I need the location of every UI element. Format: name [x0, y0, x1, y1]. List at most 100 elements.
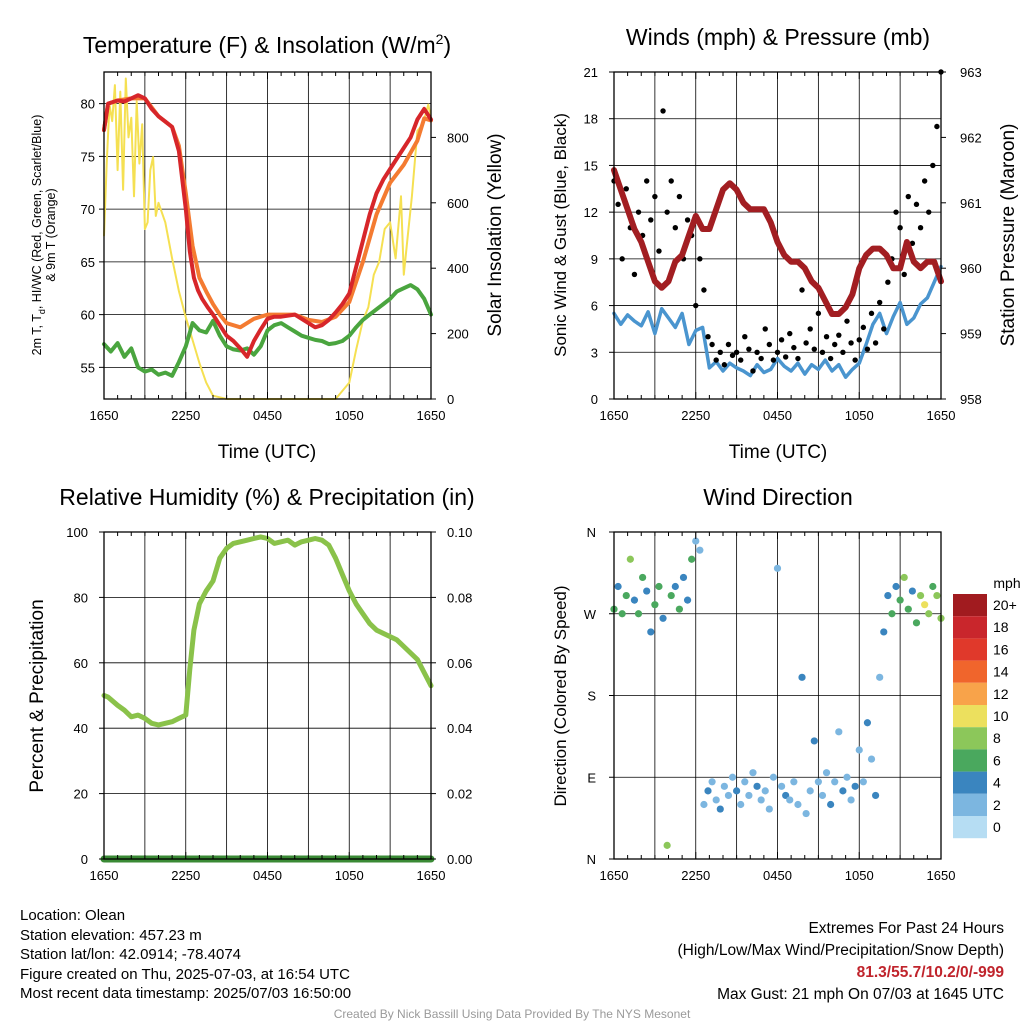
dewpoint-line	[102, 283, 433, 378]
y-tick-label: 60	[81, 308, 95, 323]
gust-point	[913, 201, 920, 208]
y2-tick-label: 0.10	[447, 525, 472, 540]
legend-label: 20+	[993, 597, 1017, 613]
x-tick-label: 0450	[763, 868, 792, 883]
y-tick-label: 12	[584, 205, 598, 220]
x-tick-label: 1050	[335, 408, 364, 423]
gust-point	[864, 346, 871, 352]
gust-point	[729, 352, 736, 359]
chart-title: Temperature (F) & Insolation (W/m2)	[83, 31, 451, 58]
direction-point	[655, 582, 663, 591]
legend-title: mph	[993, 575, 1020, 591]
legend-label: 14	[993, 664, 1009, 680]
direction-point	[777, 782, 786, 790]
gust-point	[876, 299, 883, 306]
y-tick-label: 65	[81, 255, 95, 270]
y2-tick-label: 960	[960, 261, 982, 276]
y-tick-label: 40	[74, 721, 88, 736]
y2-axis-label: Station Pressure (Maroon)	[998, 124, 1019, 347]
x-tick-label: 1050	[335, 868, 364, 883]
gust-point	[676, 193, 683, 200]
legend-swatch	[953, 749, 987, 772]
direction-point	[630, 596, 639, 604]
chart-title-end: )	[443, 32, 451, 58]
gust-point	[782, 354, 789, 360]
legend-label: 10	[993, 708, 1009, 724]
direction-point	[716, 805, 724, 813]
gust-point	[770, 357, 777, 363]
direction-point	[876, 673, 884, 681]
x-tick-label: 1050	[845, 408, 874, 423]
direction-point	[900, 573, 908, 582]
gust-point	[644, 178, 650, 184]
direction-point	[773, 564, 782, 572]
legend-label: 18	[993, 619, 1009, 635]
direction-point	[696, 546, 704, 554]
direction-point	[737, 800, 745, 809]
gust-point	[778, 337, 785, 343]
direction-point	[831, 778, 839, 786]
direction-point	[765, 805, 773, 813]
direction-point	[671, 582, 679, 591]
gust-point	[635, 209, 642, 215]
max-gust-text: Max Gust: 21 mph On 07/03 at 1645 UTC	[717, 986, 1004, 1003]
legend-swatch	[953, 771, 987, 794]
direction-point	[863, 719, 872, 727]
legend-label: 6	[993, 752, 1001, 768]
gust-point	[697, 256, 703, 262]
direction-point	[822, 769, 831, 777]
y-tick-label: 20	[74, 787, 88, 802]
gust-point	[762, 326, 768, 332]
gust-point	[848, 340, 854, 346]
direction-point	[851, 782, 859, 790]
gust-point	[819, 349, 826, 355]
direction-point	[790, 778, 798, 786]
elevation-text: Station elevation: 457.23 m	[20, 926, 202, 944]
y-axis-label: Percent & Precipitation	[27, 599, 48, 792]
latlon-text: Station lat/lon: 42.0914; -78.4074	[20, 946, 242, 963]
y-axis-label: Sonic Wind & Gust (Blue, Black)	[551, 113, 570, 357]
direction-point	[794, 800, 802, 809]
gust-point	[872, 340, 879, 346]
direction-point	[827, 800, 835, 809]
direction-point	[708, 778, 716, 786]
x-tick-label: 0450	[253, 868, 282, 883]
chart-title-main: Temperature (F) & Insolation (W/m	[83, 32, 436, 58]
y2-tick-label: 0.06	[447, 656, 472, 671]
direction-point	[847, 796, 855, 804]
gust-point	[795, 355, 801, 362]
gust-point	[746, 346, 752, 352]
gust-point	[672, 225, 679, 231]
direction-point	[933, 591, 941, 600]
direction-point	[667, 591, 675, 600]
x-tick-label: 1650	[417, 868, 446, 883]
gust-point	[738, 357, 744, 363]
y-tick-label: N	[587, 525, 596, 540]
direction-point	[679, 573, 688, 582]
gridlines	[614, 71, 941, 400]
direction-point	[720, 782, 728, 790]
legend-label: 16	[993, 641, 1009, 657]
y2-tick-label: 0.00	[447, 852, 472, 867]
direction-point	[810, 737, 818, 745]
y2-tick-label: 0.08	[447, 590, 472, 605]
direction-point	[626, 555, 634, 563]
y2-tick-label: 0.02	[447, 787, 472, 802]
direction-point	[839, 787, 847, 795]
x-tick-label: 2250	[681, 408, 710, 423]
x-tick-label: 1650	[600, 868, 629, 883]
gust-point	[799, 287, 805, 293]
direction-point	[806, 787, 814, 795]
y-tick-label: W	[584, 607, 597, 622]
gust-point	[717, 349, 723, 355]
y-axis-label: 2m T, Td, HI/WC (Red, Green, Scarlet/Blu…	[30, 115, 47, 356]
gust-point	[852, 357, 858, 363]
y-tick-label: N	[587, 852, 596, 867]
direction-point	[904, 605, 912, 613]
gust-point	[713, 357, 719, 363]
gust-point	[701, 287, 707, 293]
chart-title: Relative Humidity (%) & Precipitation (i…	[59, 484, 474, 510]
y2-tick-label: 963	[960, 65, 982, 80]
y-axis-label-part: 2m T, T	[30, 314, 44, 356]
direction-point	[843, 773, 851, 781]
